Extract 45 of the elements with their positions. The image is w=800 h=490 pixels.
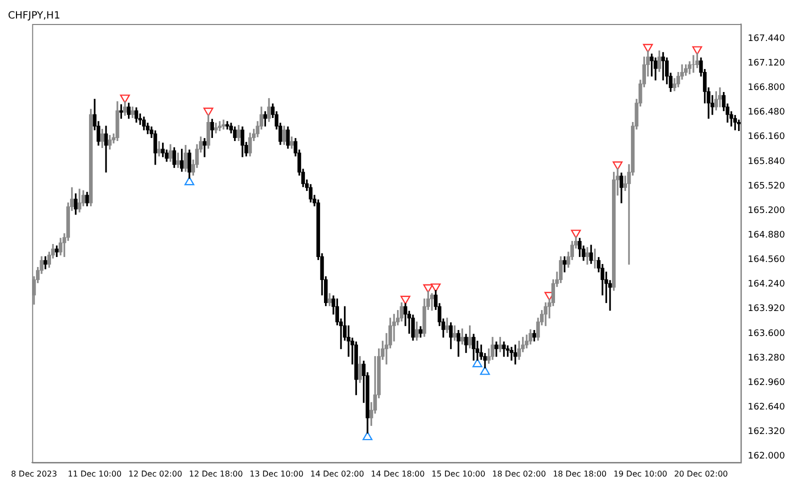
candlestick	[510, 346, 514, 361]
point	[430, 283, 441, 292]
x-tick-label: 14 Dec 02:00	[310, 469, 364, 478]
chart-title: CHFJPY,H1	[8, 10, 60, 22]
point	[203, 108, 214, 116]
y-tick-label: 163.920	[748, 304, 786, 314]
y-tick-label: 162.320	[748, 427, 786, 438]
candlestick	[214, 122, 218, 134]
x-tick-label: 12 Dec 02:00	[128, 469, 182, 478]
point	[643, 44, 653, 53]
y-tick-label: 163.600	[748, 328, 786, 339]
x-tick-label: 18 Dec 02:00	[492, 469, 546, 478]
y-tick-label: 162.000	[748, 452, 786, 462]
x-tick-label: 8 Dec 2023	[11, 469, 58, 478]
x-tick-label: 15 Dec 10:00	[432, 469, 486, 478]
y-tick-label: 165.840	[748, 156, 786, 167]
y-tick-label: 164.560	[748, 255, 786, 266]
point	[400, 296, 410, 304]
point	[571, 230, 581, 238]
y-tick-label: 166.800	[748, 83, 786, 94]
y-tick-label: 167.120	[748, 58, 786, 68]
x-tick-label: 19 Dec 10:00	[613, 469, 668, 478]
candlestick	[718, 87, 722, 108]
y-tick-label: 162.960	[748, 378, 786, 388]
y-tick-label: 165.520	[748, 181, 786, 192]
x-tick-label: 14 Dec 18:00	[370, 469, 425, 478]
y-tick-label: 162.640	[748, 402, 786, 412]
x-tick-label: 13 Dec 10:00	[250, 469, 304, 478]
y-tick-label: 163.280	[748, 353, 786, 364]
y-tick-label: 166.480	[748, 108, 786, 118]
x-tick-label: 11 Dec 10:00	[68, 469, 122, 478]
point	[423, 284, 434, 293]
y-tick-label: 166.160	[748, 132, 786, 142]
x-tick-label: 12 Dec 18:00	[189, 469, 243, 478]
x-tick-label: 18 Dec 18:00	[552, 469, 607, 478]
y-tick-label: 165.200	[748, 206, 786, 216]
point	[120, 94, 130, 104]
candlestick	[222, 120, 226, 130]
x-tick-label: 20 Dec 02:00	[674, 469, 728, 478]
y-tick-label: 167.440	[748, 34, 786, 44]
y-tick-label: 164.880	[748, 230, 786, 240]
point	[692, 46, 702, 55]
point	[612, 161, 623, 170]
candlestick	[202, 138, 206, 158]
y-tick-label: 164.240	[748, 280, 786, 290]
